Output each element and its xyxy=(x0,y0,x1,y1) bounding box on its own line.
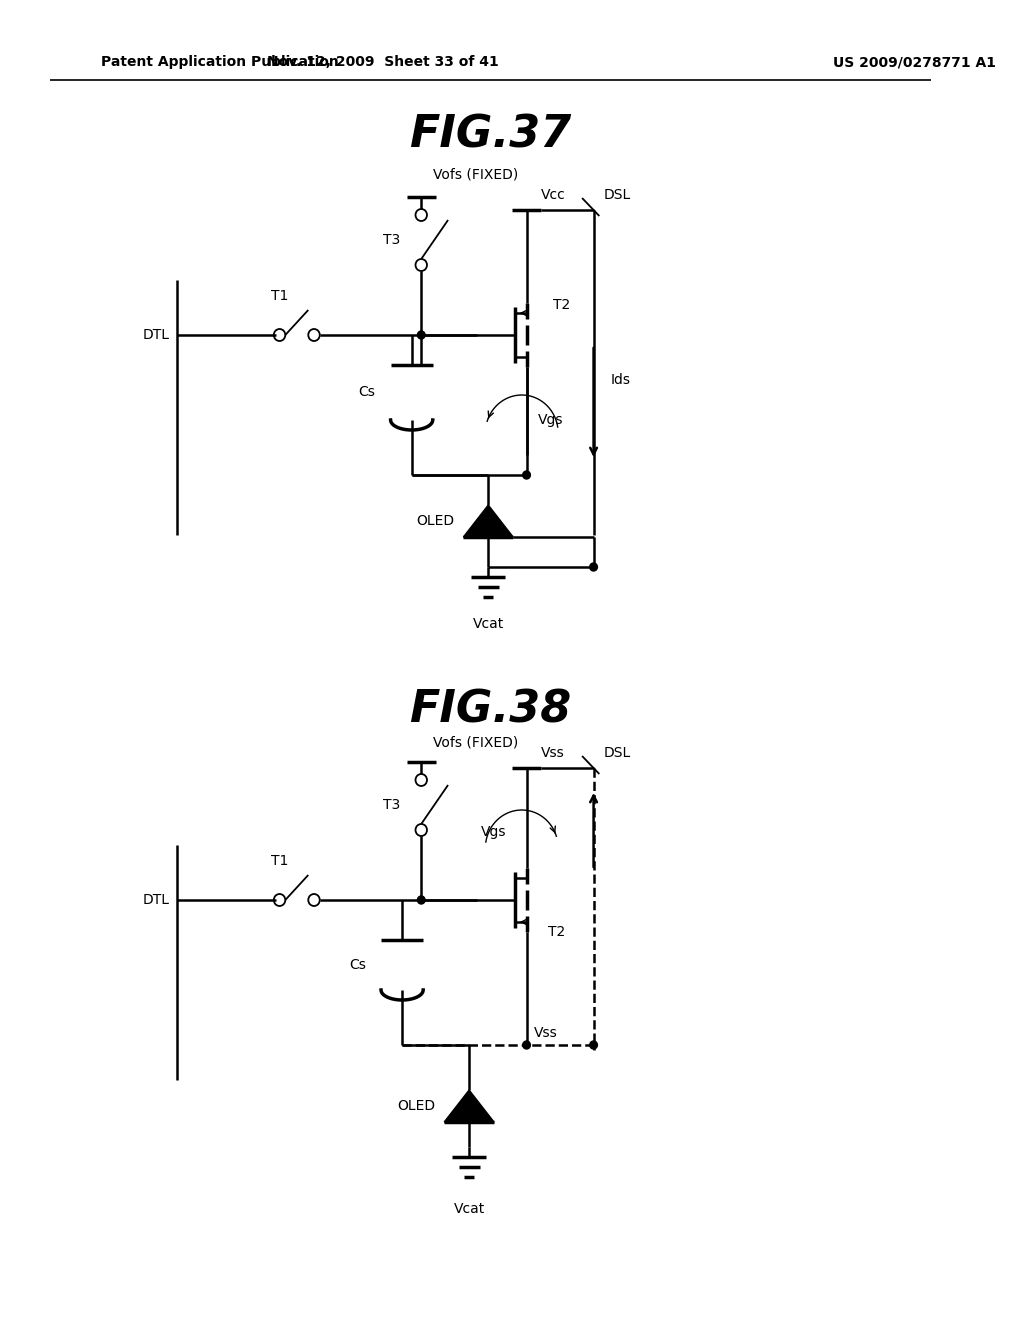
Polygon shape xyxy=(464,506,513,537)
Text: FIG.38: FIG.38 xyxy=(409,689,571,731)
Text: DTL: DTL xyxy=(142,894,169,907)
Text: Ids: Ids xyxy=(610,374,631,387)
Text: US 2009/0278771 A1: US 2009/0278771 A1 xyxy=(833,55,996,69)
Text: T2: T2 xyxy=(553,298,570,312)
Text: T3: T3 xyxy=(383,799,400,812)
Circle shape xyxy=(590,1041,597,1049)
Circle shape xyxy=(522,1041,530,1049)
Text: Patent Application Publication: Patent Application Publication xyxy=(100,55,338,69)
Circle shape xyxy=(418,331,425,339)
Text: Nov. 12, 2009  Sheet 33 of 41: Nov. 12, 2009 Sheet 33 of 41 xyxy=(267,55,499,69)
Circle shape xyxy=(522,471,530,479)
Text: DTL: DTL xyxy=(142,327,169,342)
Text: Cs: Cs xyxy=(358,385,375,399)
Text: Vofs (FIXED): Vofs (FIXED) xyxy=(433,168,518,182)
Circle shape xyxy=(418,896,425,904)
Polygon shape xyxy=(444,1090,494,1122)
Text: Vcat: Vcat xyxy=(473,616,504,631)
Text: T3: T3 xyxy=(383,234,400,247)
Text: DSL: DSL xyxy=(603,187,631,202)
Text: OLED: OLED xyxy=(397,1100,435,1113)
Text: Vcat: Vcat xyxy=(454,1203,484,1216)
Text: OLED: OLED xyxy=(417,513,455,528)
Text: T2: T2 xyxy=(548,925,565,939)
Text: Vcc: Vcc xyxy=(541,187,565,202)
Text: Vss: Vss xyxy=(535,1026,558,1040)
Text: Vofs (FIXED): Vofs (FIXED) xyxy=(433,735,518,748)
Text: Cs: Cs xyxy=(349,958,366,972)
Circle shape xyxy=(590,564,597,572)
Text: Vgs: Vgs xyxy=(480,825,506,840)
Text: FIG.37: FIG.37 xyxy=(409,114,571,157)
Text: Vgs: Vgs xyxy=(538,413,563,426)
Text: T1: T1 xyxy=(271,854,288,869)
Text: Vss: Vss xyxy=(541,746,564,760)
Text: T1: T1 xyxy=(271,289,288,304)
Text: DSL: DSL xyxy=(603,746,631,760)
